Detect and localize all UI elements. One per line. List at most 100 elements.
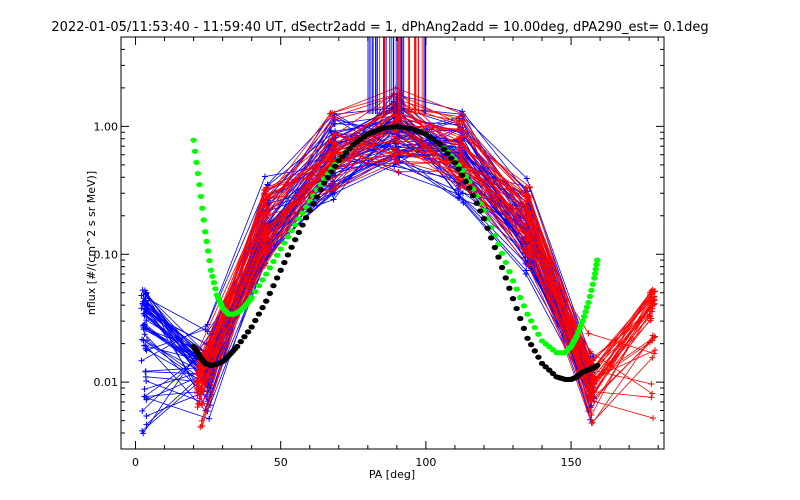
data-point (261, 199, 268, 206)
black-fit-point (262, 298, 270, 304)
black-fit-point (480, 216, 488, 222)
black-fit-point (466, 185, 473, 191)
y-axis-label: nflux [#/(cm^2 s sr MeV)] (85, 171, 98, 315)
green-fit-point (295, 216, 303, 222)
black-fit-point (488, 235, 495, 241)
data-point (522, 214, 529, 221)
green-fit-point (284, 234, 292, 240)
green-fit-point (199, 205, 206, 211)
data-trace (197, 139, 651, 383)
data-point (262, 214, 269, 221)
data-point (585, 330, 592, 337)
green-fit-point (190, 137, 197, 143)
data-point (330, 113, 337, 120)
data-point (263, 247, 270, 254)
data-trace (197, 135, 653, 424)
data-point (140, 430, 147, 437)
black-fit-point (328, 169, 335, 175)
data-point (460, 111, 467, 118)
black-fit-point (313, 194, 321, 200)
data-point (138, 305, 145, 312)
data-point (332, 130, 339, 137)
data-point (394, 150, 401, 157)
data-point (143, 309, 150, 316)
data-trace (146, 136, 593, 420)
data-point (330, 196, 337, 203)
data-point (264, 229, 271, 236)
green-fit-point (255, 283, 263, 289)
data-point (196, 385, 203, 392)
black-fit-point (451, 160, 459, 166)
data-point (142, 373, 149, 380)
data-point (143, 412, 150, 419)
data-point (206, 415, 213, 422)
green-fit-point (586, 293, 594, 299)
black-fit-point (292, 237, 299, 243)
black-fit-point (281, 259, 288, 266)
black-fit-point (252, 317, 259, 324)
data-point (649, 354, 656, 361)
black-fit-point (469, 193, 477, 199)
black-fit-point (455, 166, 462, 172)
data-point (587, 397, 594, 404)
data-point (521, 203, 528, 210)
black-fit-point (513, 305, 520, 312)
data-point (261, 187, 268, 194)
data-point (141, 312, 148, 319)
black-fit-point (342, 150, 350, 156)
green-fit-point (212, 286, 219, 292)
data-point (141, 386, 148, 393)
green-fit-point (531, 324, 538, 331)
data-point (649, 390, 656, 397)
black-fit-point (444, 151, 451, 157)
black-fit-point (270, 283, 277, 289)
black-fit-point (495, 254, 502, 260)
data-point (647, 289, 654, 296)
black-fit-point (549, 370, 557, 377)
data-point (395, 160, 402, 167)
data-point (264, 237, 271, 244)
data-point (522, 244, 529, 251)
data-point (455, 126, 462, 133)
data-point (143, 394, 150, 401)
black-fit-point (331, 163, 339, 169)
fit-curves (190, 123, 601, 383)
data-point (331, 141, 338, 148)
green-fit-point (281, 240, 288, 246)
data-point (198, 400, 205, 407)
data-point (651, 347, 658, 354)
data-traces (138, 37, 659, 437)
data-point (329, 191, 336, 198)
green-fit-point (191, 148, 199, 154)
black-fit-point (535, 354, 542, 360)
black-fit-point (462, 179, 470, 185)
black-fit-point (542, 364, 549, 370)
black-fit-point (288, 244, 295, 250)
data-point (460, 199, 467, 206)
data-point (143, 421, 150, 428)
green-fit-point (299, 210, 306, 216)
data-point (586, 386, 593, 393)
green-fit-point (580, 313, 588, 320)
green-fit-point (592, 266, 599, 272)
black-fit-point (524, 335, 531, 341)
axes: 0 50 100 150 0.01 0.10 1.00 (94, 36, 664, 469)
data-point (648, 380, 655, 387)
black-fit-point (248, 324, 255, 330)
data-point (391, 144, 398, 151)
black-fit-point (473, 200, 480, 206)
x-tick-label: 50 (274, 456, 288, 469)
data-point (587, 387, 594, 394)
chart-title: 2022-01-05/11:53:40 - 11:59:40 UT, dSect… (51, 20, 708, 35)
black-fit-point (266, 290, 274, 297)
data-trace (199, 123, 656, 378)
y-tick-label: 0.10 (94, 248, 119, 261)
data-point (197, 386, 204, 393)
data-point (330, 174, 337, 181)
green-fit-point (506, 269, 513, 275)
data-point (649, 332, 656, 339)
data-point (587, 407, 594, 414)
data-point (455, 194, 462, 201)
green-fit-point (252, 288, 259, 295)
green-fit-point (517, 294, 524, 301)
